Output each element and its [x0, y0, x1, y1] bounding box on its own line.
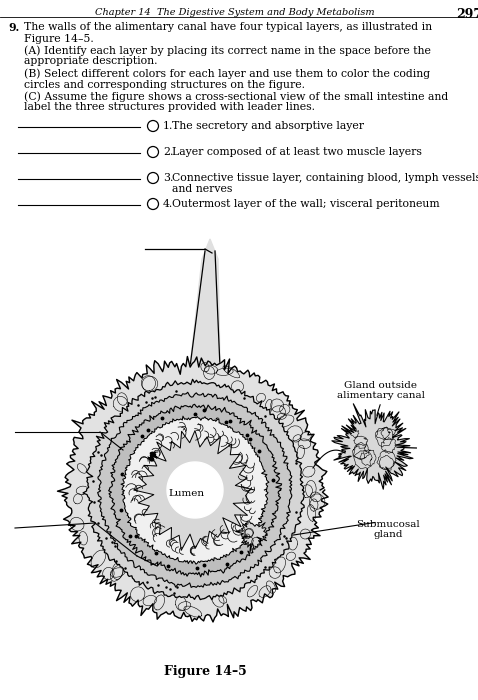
Text: Lumen: Lumen	[169, 489, 205, 498]
Polygon shape	[236, 522, 267, 554]
Text: Outermost layer of the wall; visceral peritoneum: Outermost layer of the wall; visceral pe…	[172, 199, 440, 209]
Polygon shape	[190, 239, 220, 367]
Polygon shape	[57, 356, 328, 622]
Text: (C) Assume the figure shows a cross-sectional view of the small intestine and: (C) Assume the figure shows a cross-sect…	[24, 91, 448, 101]
Text: 9.: 9.	[8, 22, 19, 33]
Text: Connective tissue layer, containing blood, lymph vessels,: Connective tissue layer, containing bloo…	[172, 173, 478, 183]
Polygon shape	[167, 462, 223, 518]
Text: (B) Select different colors for each layer and use them to color the coding: (B) Select different colors for each lay…	[24, 68, 430, 78]
Polygon shape	[109, 405, 282, 577]
Text: 3.: 3.	[163, 173, 174, 183]
Polygon shape	[332, 404, 416, 489]
Text: label the three structures provided with leader lines.: label the three structures provided with…	[24, 102, 315, 113]
Text: Submucosal
gland: Submucosal gland	[356, 520, 420, 540]
Polygon shape	[121, 416, 269, 564]
Text: Layer composed of at least two muscle layers: Layer composed of at least two muscle la…	[172, 147, 422, 157]
Text: Figure 14–5: Figure 14–5	[163, 665, 246, 678]
Text: 2.: 2.	[163, 147, 174, 157]
Polygon shape	[148, 452, 158, 461]
Text: 4.: 4.	[163, 199, 173, 209]
Polygon shape	[83, 379, 304, 600]
Text: Figure 14–5.: Figure 14–5.	[24, 34, 94, 43]
Text: 297: 297	[456, 8, 478, 21]
Text: and nerves: and nerves	[172, 185, 232, 195]
Polygon shape	[134, 430, 254, 550]
Text: circles and corresponding structures on the figure.: circles and corresponding structures on …	[24, 80, 305, 90]
Text: Chapter 14  The Digestive System and Body Metabolism: Chapter 14 The Digestive System and Body…	[95, 8, 375, 17]
Polygon shape	[98, 392, 292, 587]
Text: (A) Identify each layer by placing its correct name in the space before the: (A) Identify each layer by placing its c…	[24, 45, 431, 55]
Text: The walls of the alimentary canal have four typical layers, as illustrated in: The walls of the alimentary canal have f…	[24, 22, 432, 32]
Text: appropriate description.: appropriate description.	[24, 57, 157, 66]
Text: 1.: 1.	[163, 121, 174, 131]
Text: The secretory and absorptive layer: The secretory and absorptive layer	[172, 121, 364, 131]
Text: Gland outside
alimentary canal: Gland outside alimentary canal	[337, 381, 425, 400]
